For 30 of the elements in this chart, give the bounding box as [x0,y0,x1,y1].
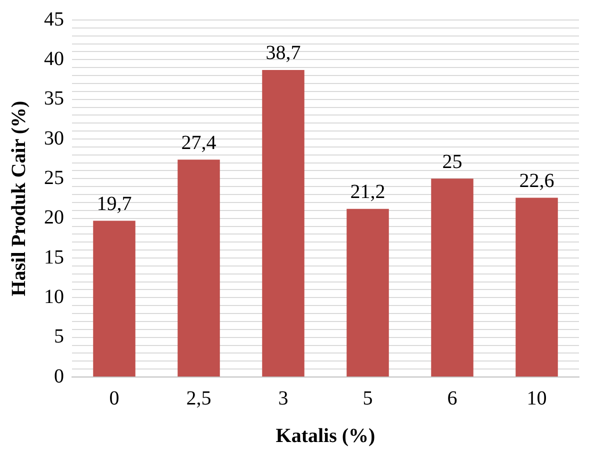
y-tick-label: 30 [44,127,64,150]
y-tick-label: 45 [44,8,64,30]
y-tick-label: 20 [44,206,64,229]
data-label: 25 [442,150,462,173]
y-tick-label: 0 [54,365,64,388]
bar [93,220,136,376]
y-tick-label: 10 [44,286,64,308]
y-axis-title: Hasil Produk Cair (%) [8,100,30,296]
y-tick-label: 25 [44,166,64,189]
x-tick-label: 2,5 [186,387,212,410]
bar [431,178,474,376]
bar [516,198,558,376]
data-label: 22,6 [519,170,554,192]
x-axis-title: Katalis (%) [276,425,376,448]
x-tick-label: 0 [109,387,120,410]
data-label: 21,2 [350,181,386,204]
x-tick-label: 10 [526,387,547,410]
y-tick-label: 5 [54,326,64,348]
bar [346,208,389,376]
x-tick-label: 6 [447,387,458,410]
y-tick-label: 15 [44,246,64,268]
data-label: 38,7 [266,42,301,64]
y-tick-label: 35 [44,88,64,110]
bar [178,160,220,376]
data-label: 27,4 [181,132,216,154]
x-tick-label: 5 [362,387,373,410]
data-label: 19,7 [96,192,132,215]
x-tick-label: 3 [278,387,288,410]
y-tick-label: 40 [44,48,64,70]
bar [262,70,304,376]
